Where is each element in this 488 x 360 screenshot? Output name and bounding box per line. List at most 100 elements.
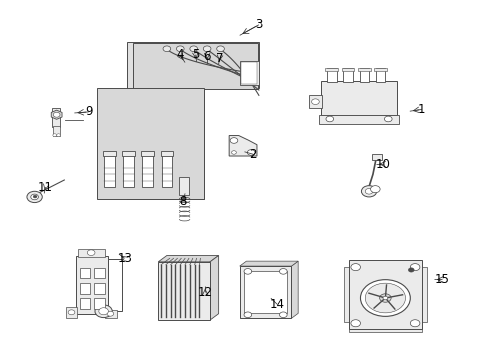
- Circle shape: [311, 99, 319, 104]
- Text: 11: 11: [38, 181, 53, 194]
- Text: 14: 14: [269, 298, 284, 311]
- Circle shape: [53, 134, 57, 136]
- Text: 4: 4: [176, 48, 183, 61]
- Text: 5: 5: [191, 48, 199, 61]
- Bar: [348, 260, 421, 329]
- Circle shape: [176, 46, 184, 51]
- Bar: [94, 298, 104, 309]
- Circle shape: [33, 195, 37, 198]
- Bar: [357, 68, 370, 71]
- Bar: [104, 310, 116, 318]
- Circle shape: [107, 311, 113, 316]
- Bar: [94, 268, 104, 278]
- Polygon shape: [291, 261, 298, 318]
- Bar: [374, 68, 386, 71]
- Circle shape: [379, 294, 390, 302]
- Bar: [103, 151, 115, 156]
- Bar: [80, 283, 90, 294]
- Circle shape: [230, 138, 237, 143]
- Bar: [108, 259, 122, 311]
- Circle shape: [99, 308, 108, 315]
- Circle shape: [87, 250, 95, 256]
- Bar: [179, 177, 189, 195]
- Bar: [244, 271, 286, 313]
- Circle shape: [216, 46, 224, 51]
- Text: 6: 6: [203, 50, 210, 63]
- Text: 2: 2: [249, 148, 256, 161]
- Bar: [104, 154, 114, 187]
- Bar: [76, 256, 108, 314]
- Text: 1: 1: [417, 103, 425, 116]
- Text: 12: 12: [197, 286, 212, 299]
- Bar: [141, 151, 154, 156]
- Bar: [343, 68, 352, 82]
- Bar: [419, 267, 426, 322]
- Polygon shape: [239, 261, 298, 266]
- Bar: [80, 268, 90, 278]
- Circle shape: [370, 186, 379, 193]
- Text: 9: 9: [85, 105, 92, 118]
- Bar: [325, 68, 337, 71]
- Bar: [66, 307, 77, 318]
- Circle shape: [231, 151, 236, 154]
- Circle shape: [27, 191, 42, 203]
- Bar: [160, 151, 173, 156]
- Bar: [321, 81, 396, 115]
- Circle shape: [384, 116, 391, 122]
- Bar: [122, 151, 135, 156]
- Bar: [308, 95, 321, 108]
- Circle shape: [57, 134, 61, 136]
- Circle shape: [244, 312, 251, 318]
- Polygon shape: [97, 88, 203, 199]
- Bar: [123, 154, 134, 187]
- Bar: [344, 267, 350, 322]
- Text: 10: 10: [375, 158, 390, 171]
- Circle shape: [360, 280, 409, 316]
- Circle shape: [203, 46, 210, 51]
- Polygon shape: [209, 256, 218, 320]
- Circle shape: [163, 46, 170, 51]
- Text: 15: 15: [434, 273, 448, 286]
- Circle shape: [350, 264, 360, 271]
- Bar: [80, 298, 90, 309]
- Circle shape: [365, 283, 405, 313]
- Bar: [161, 154, 172, 187]
- Text: 3: 3: [255, 18, 262, 31]
- Circle shape: [407, 268, 413, 272]
- Bar: [78, 249, 104, 257]
- Polygon shape: [229, 136, 256, 156]
- Circle shape: [365, 189, 372, 194]
- Text: 13: 13: [117, 252, 132, 265]
- Bar: [239, 266, 291, 318]
- Circle shape: [189, 46, 197, 51]
- Circle shape: [350, 320, 360, 327]
- Bar: [239, 61, 258, 85]
- Bar: [326, 68, 336, 82]
- Circle shape: [409, 320, 419, 327]
- Circle shape: [279, 269, 286, 274]
- Circle shape: [247, 150, 255, 155]
- Polygon shape: [133, 43, 257, 89]
- Bar: [52, 108, 61, 127]
- Circle shape: [95, 305, 112, 318]
- Bar: [53, 126, 61, 136]
- Bar: [94, 283, 104, 294]
- Bar: [142, 154, 153, 187]
- Polygon shape: [51, 110, 62, 119]
- Polygon shape: [158, 256, 218, 262]
- Bar: [241, 62, 257, 84]
- Bar: [371, 154, 381, 160]
- Circle shape: [68, 310, 75, 315]
- Text: 7: 7: [215, 52, 223, 65]
- Circle shape: [31, 194, 39, 200]
- Circle shape: [244, 269, 251, 274]
- Circle shape: [325, 116, 333, 122]
- Bar: [341, 68, 353, 71]
- Bar: [318, 115, 399, 123]
- Circle shape: [361, 186, 376, 197]
- Circle shape: [53, 112, 60, 117]
- Circle shape: [409, 264, 419, 271]
- Bar: [158, 262, 209, 320]
- Polygon shape: [127, 42, 258, 199]
- Bar: [359, 68, 368, 82]
